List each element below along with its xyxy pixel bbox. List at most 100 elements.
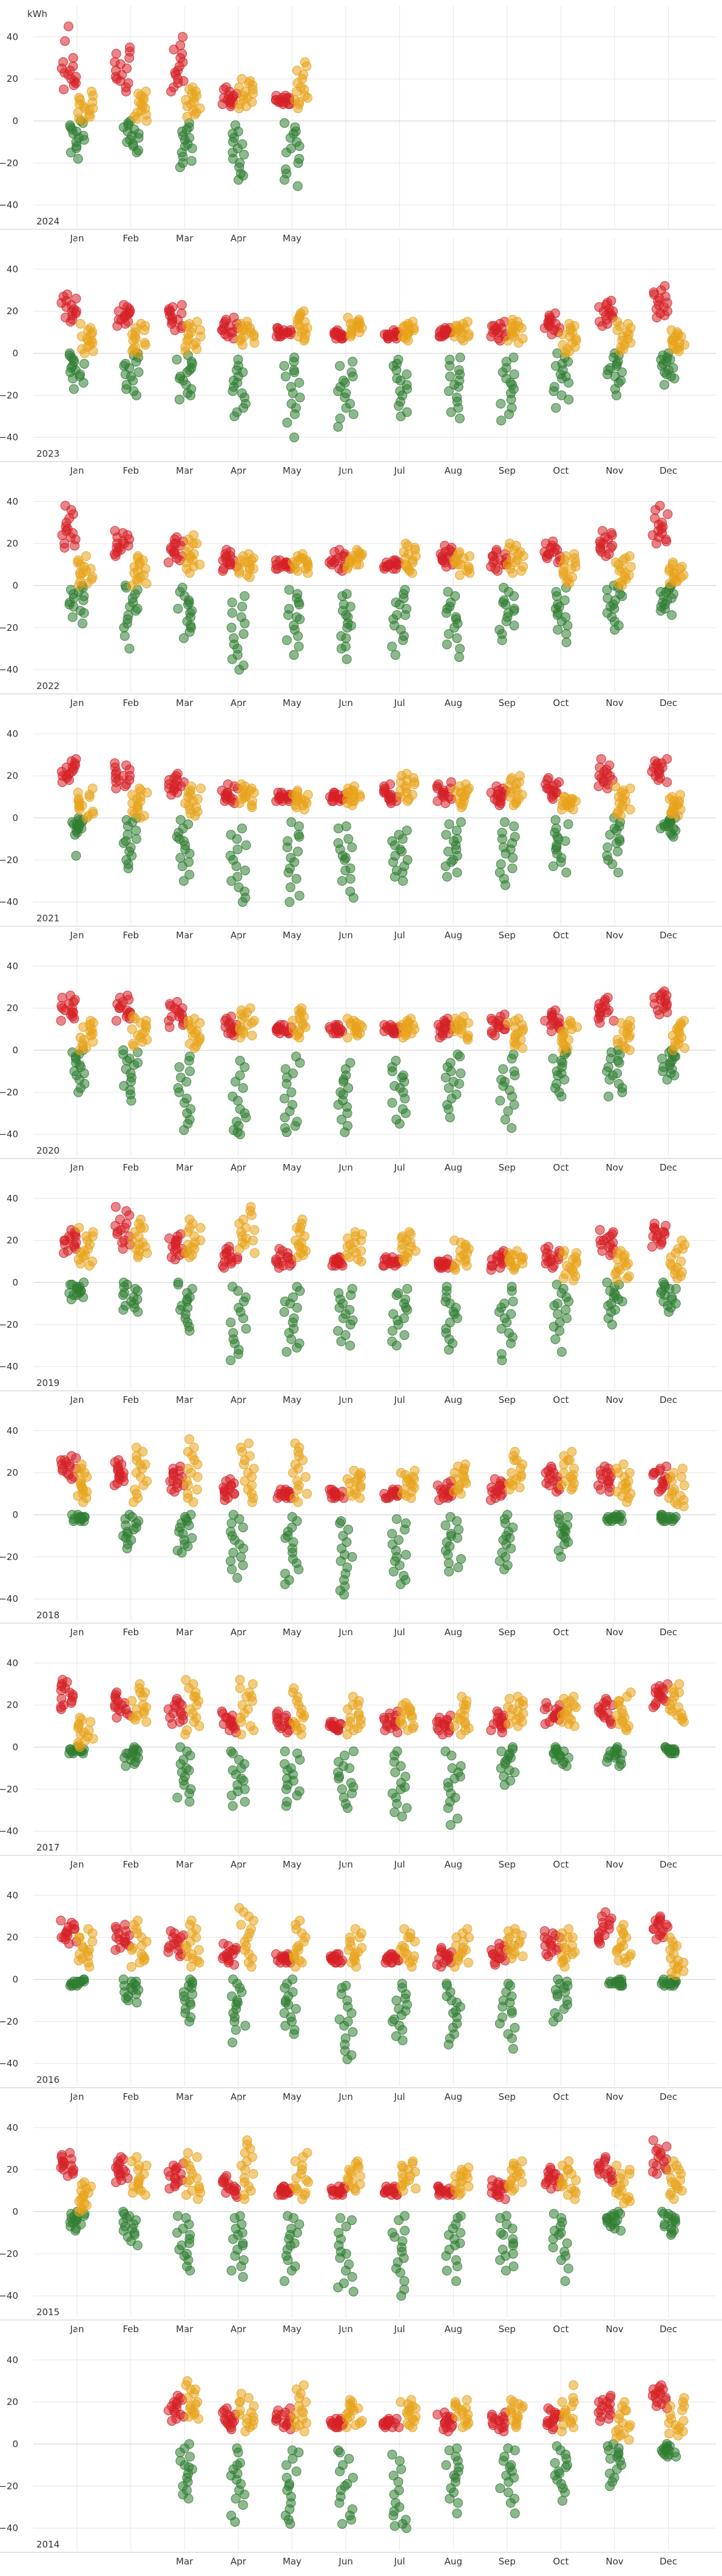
data-point-green bbox=[292, 1282, 302, 1292]
data-point-orange bbox=[295, 1223, 306, 1233]
data-point-green bbox=[333, 1326, 343, 1336]
data-point-red bbox=[606, 1913, 616, 1923]
data-point-orange bbox=[355, 1493, 365, 1503]
data-point-green bbox=[289, 857, 300, 867]
data-point-green bbox=[502, 1510, 513, 1520]
data-point-green bbox=[227, 597, 237, 608]
data-point-orange bbox=[139, 1223, 149, 1233]
y-tick-label: 40 bbox=[7, 728, 18, 739]
data-point-orange bbox=[558, 568, 568, 578]
data-point-green bbox=[293, 158, 303, 168]
data-point-green bbox=[548, 2016, 559, 2026]
data-point-green bbox=[602, 593, 613, 604]
data-point-green bbox=[228, 2037, 238, 2048]
data-point-green bbox=[507, 1091, 518, 1101]
data-point-green bbox=[509, 821, 519, 832]
data-point-green bbox=[345, 1305, 355, 1315]
data-point-orange bbox=[513, 1692, 523, 1702]
data-point-orange bbox=[184, 84, 195, 95]
data-point-orange bbox=[624, 1951, 635, 1962]
data-point-green bbox=[240, 866, 250, 876]
data-point-orange bbox=[460, 1256, 470, 1266]
data-point-orange bbox=[87, 783, 98, 793]
data-point-red bbox=[440, 798, 451, 809]
data-point-red bbox=[494, 1939, 504, 1949]
data-point-red bbox=[661, 536, 672, 546]
data-point-green bbox=[500, 1518, 510, 1528]
data-point-green bbox=[556, 1068, 567, 1078]
data-point-orange bbox=[559, 1468, 569, 1478]
data-point-green bbox=[397, 834, 408, 844]
data-point-orange bbox=[88, 103, 98, 113]
data-point-red bbox=[554, 1018, 564, 1028]
data-point-orange bbox=[558, 1273, 568, 1283]
data-point-green bbox=[664, 1060, 675, 1070]
data-point-red bbox=[123, 308, 133, 318]
y-tick-label: −20 bbox=[0, 1319, 18, 1330]
data-point-green bbox=[226, 830, 236, 840]
data-point-red bbox=[653, 1692, 664, 1702]
data-point-orange bbox=[238, 1214, 249, 1225]
data-point-green bbox=[343, 834, 354, 844]
data-point-red bbox=[57, 1003, 67, 1014]
data-point-green bbox=[664, 1979, 674, 1989]
data-point-orange bbox=[507, 323, 518, 333]
data-point-orange bbox=[75, 1742, 85, 1752]
data-point-green bbox=[281, 1784, 291, 1794]
data-point-green bbox=[506, 1543, 516, 1553]
data-point-green bbox=[226, 1317, 236, 1328]
data-point-red bbox=[60, 36, 70, 46]
data-point-orange bbox=[141, 1717, 152, 1727]
data-point-orange bbox=[456, 1488, 466, 1499]
data-point-orange bbox=[192, 794, 203, 804]
data-point-green bbox=[340, 641, 351, 651]
data-point-red bbox=[486, 1725, 496, 1735]
data-point-green bbox=[283, 867, 294, 878]
data-point-red bbox=[384, 559, 394, 570]
data-point-green bbox=[391, 1514, 402, 1524]
data-point-orange bbox=[672, 1941, 682, 1951]
data-point-green bbox=[443, 846, 453, 856]
data-point-red bbox=[68, 61, 78, 72]
data-point-green bbox=[500, 1757, 510, 1767]
year-label: 2024 bbox=[36, 216, 59, 227]
data-point-green bbox=[75, 1060, 85, 1070]
data-point-green bbox=[552, 591, 562, 601]
data-point-green bbox=[121, 1520, 131, 1530]
data-point-green bbox=[129, 2219, 139, 2230]
data-point-green bbox=[663, 821, 673, 832]
data-point-red bbox=[274, 325, 285, 335]
data-point-red bbox=[114, 1472, 124, 1482]
data-point-green bbox=[229, 2016, 240, 2026]
data-point-orange bbox=[513, 1014, 524, 1024]
data-point-orange bbox=[624, 1468, 635, 1478]
data-point-green bbox=[228, 153, 238, 164]
data-point-red bbox=[595, 1225, 605, 1235]
data-point-orange bbox=[127, 2188, 138, 2198]
data-point-green bbox=[133, 1516, 144, 1526]
data-point-green bbox=[551, 403, 561, 413]
data-point-green bbox=[118, 2225, 129, 2236]
y-tick-label: −20 bbox=[0, 1784, 18, 1795]
data-point-orange bbox=[345, 1712, 356, 1723]
data-point-green bbox=[507, 403, 517, 413]
data-point-orange bbox=[518, 1951, 528, 1962]
data-point-red bbox=[166, 790, 177, 800]
data-point-orange bbox=[611, 1464, 621, 1474]
data-point-red bbox=[223, 779, 233, 789]
data-point-green bbox=[347, 1788, 357, 1798]
data-point-green bbox=[130, 1283, 140, 1294]
data-point-orange bbox=[353, 1723, 363, 1734]
data-point-orange bbox=[450, 1265, 461, 1275]
data-point-green bbox=[604, 1979, 614, 1989]
data-point-green bbox=[505, 1533, 515, 1543]
data-point-orange bbox=[88, 346, 98, 356]
data-point-orange bbox=[235, 1032, 245, 1043]
data-point-green bbox=[500, 1114, 510, 1125]
data-point-orange bbox=[395, 1717, 405, 1727]
data-point-green bbox=[441, 1323, 451, 1334]
data-point-orange bbox=[239, 1459, 249, 1470]
data-point-red bbox=[441, 562, 451, 572]
data-point-green bbox=[506, 1309, 516, 1319]
